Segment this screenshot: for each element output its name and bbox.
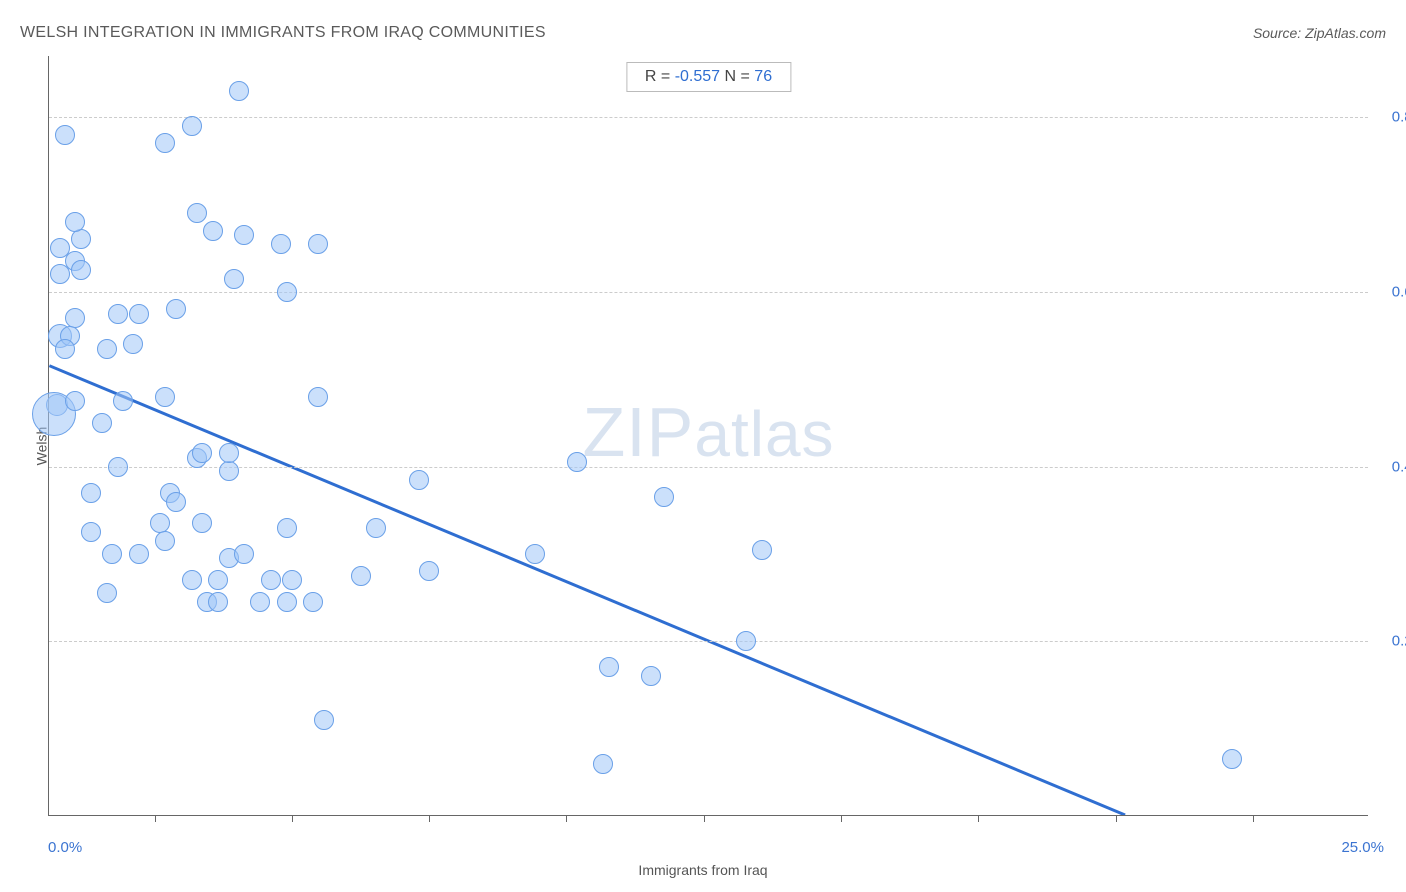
data-point <box>50 264 70 284</box>
data-point <box>102 544 122 564</box>
data-point <box>187 203 207 223</box>
data-point <box>409 470 429 490</box>
watermark: ZIPatlas <box>582 392 834 472</box>
chart-title: WELSH INTEGRATION IN IMMIGRANTS FROM IRA… <box>20 24 546 42</box>
x-tick <box>429 815 430 822</box>
data-point <box>1222 749 1242 769</box>
data-point <box>641 666 661 686</box>
data-point <box>308 387 328 407</box>
x-axis-end: 25.0% <box>1341 839 1384 856</box>
data-point <box>303 592 323 612</box>
data-point <box>419 561 439 581</box>
data-point <box>277 282 297 302</box>
data-point <box>593 754 613 774</box>
r-label: R = <box>645 68 675 85</box>
gridline <box>49 641 1368 642</box>
data-point <box>166 299 186 319</box>
n-value: 76 <box>754 68 772 85</box>
data-point <box>55 339 75 359</box>
data-point <box>277 592 297 612</box>
data-point <box>155 133 175 153</box>
data-point <box>92 413 112 433</box>
data-point <box>97 339 117 359</box>
data-point <box>65 391 85 411</box>
x-tick <box>292 815 293 822</box>
data-point <box>192 443 212 463</box>
data-point <box>224 269 244 289</box>
data-point <box>129 304 149 324</box>
data-point <box>55 125 75 145</box>
x-tick <box>566 815 567 822</box>
data-point <box>203 221 223 241</box>
data-point <box>155 387 175 407</box>
data-point <box>71 260 91 280</box>
gridline <box>49 467 1368 468</box>
data-point <box>81 522 101 542</box>
x-axis-label: Immigrants from Iraq <box>638 862 767 878</box>
watermark-bold: ZIP <box>582 393 694 471</box>
data-point <box>129 544 149 564</box>
data-point <box>752 540 772 560</box>
x-tick <box>841 815 842 822</box>
x-tick <box>978 815 979 822</box>
y-tick-label: 0.6% <box>1392 283 1406 300</box>
data-point <box>113 391 133 411</box>
data-point <box>525 544 545 564</box>
data-point <box>567 452 587 472</box>
stats-box: R = -0.557 N = 76 <box>626 62 791 92</box>
data-point <box>351 566 371 586</box>
data-point <box>599 657 619 677</box>
y-tick-label: 0.8% <box>1392 109 1406 126</box>
data-point <box>271 234 291 254</box>
data-point <box>219 461 239 481</box>
x-tick <box>1253 815 1254 822</box>
header: WELSH INTEGRATION IN IMMIGRANTS FROM IRA… <box>20 24 1386 42</box>
data-point <box>65 212 85 232</box>
x-tick <box>155 815 156 822</box>
data-point <box>234 225 254 245</box>
data-point <box>208 570 228 590</box>
y-tick-label: 0.2% <box>1392 633 1406 650</box>
data-point <box>192 513 212 533</box>
x-axis-start: 0.0% <box>48 839 82 856</box>
data-point <box>234 544 254 564</box>
data-point <box>81 483 101 503</box>
x-tick <box>704 815 705 822</box>
r-value: -0.557 <box>675 68 720 85</box>
data-point <box>182 570 202 590</box>
trendline <box>49 366 1125 815</box>
data-point <box>97 583 117 603</box>
source-text: Source: ZipAtlas.com <box>1253 25 1386 41</box>
data-point <box>108 457 128 477</box>
data-point <box>314 710 334 730</box>
n-label: N = <box>720 68 754 85</box>
data-point <box>108 304 128 324</box>
scatter-chart: ZIPatlas R = -0.557 N = 76 0.2%0.4%0.6%0… <box>48 56 1368 816</box>
y-tick-label: 0.4% <box>1392 458 1406 475</box>
data-point <box>219 443 239 463</box>
data-point <box>261 570 281 590</box>
data-point <box>654 487 674 507</box>
data-point <box>366 518 386 538</box>
data-point <box>155 531 175 551</box>
data-point <box>308 234 328 254</box>
x-tick <box>1116 815 1117 822</box>
data-point <box>250 592 270 612</box>
watermark-light: atlas <box>694 398 834 470</box>
data-point <box>282 570 302 590</box>
trendline-layer <box>49 56 1368 815</box>
gridline <box>49 117 1368 118</box>
data-point <box>208 592 228 612</box>
data-point <box>736 631 756 651</box>
data-point <box>277 518 297 538</box>
data-point <box>166 492 186 512</box>
gridline <box>49 292 1368 293</box>
data-point <box>71 229 91 249</box>
data-point <box>123 334 143 354</box>
data-point <box>182 116 202 136</box>
data-point <box>229 81 249 101</box>
